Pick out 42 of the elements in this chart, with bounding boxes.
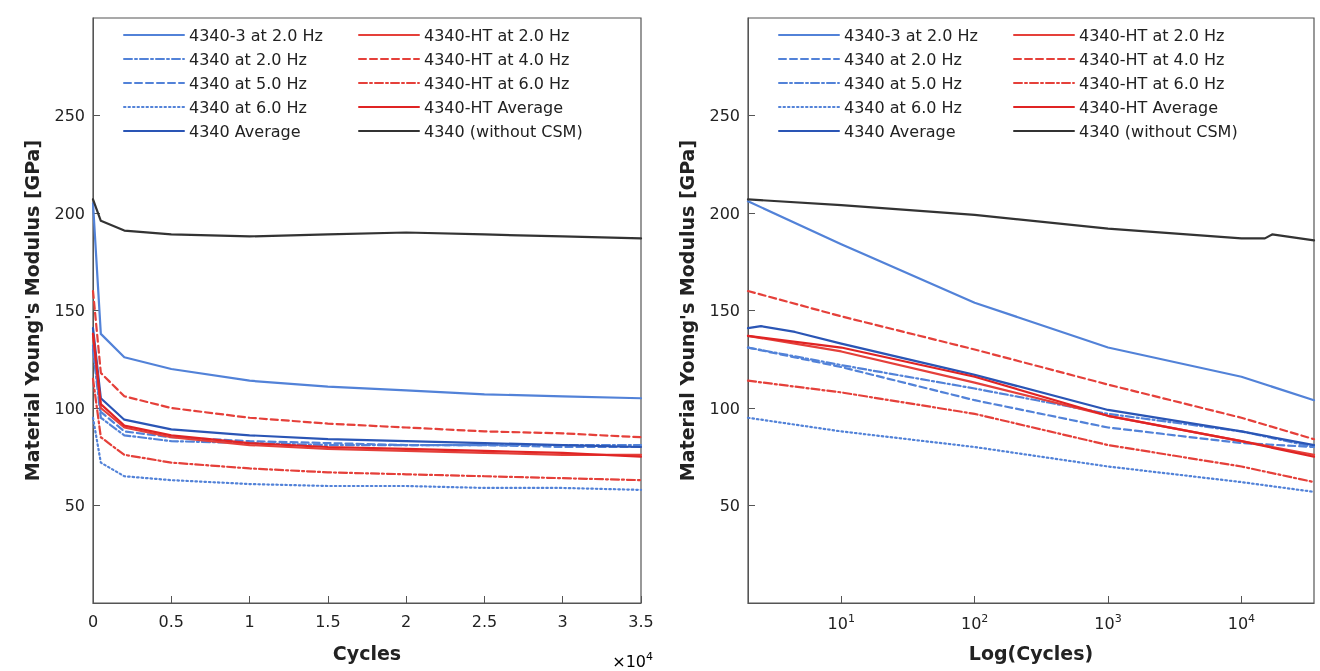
legend-label: 4340 Average [844, 121, 956, 141]
y-tick-label: 100 [54, 398, 85, 418]
legend-label: 4340-HT at 6.0 Hz [1079, 73, 1225, 93]
legend-label: 4340 at 2.0 Hz [844, 49, 962, 69]
y-tick-label: 250 [709, 106, 740, 125]
x-tick-label: 2.5 [471, 611, 498, 631]
legend-label: 4340-HT Average [1079, 97, 1219, 117]
y-tick-label: 200 [709, 203, 740, 223]
y-tick-label: 100 [709, 398, 740, 418]
y-tick-label: 250 [54, 106, 85, 125]
legend-label: 4340 at 2.0 Hz [189, 49, 307, 69]
legend-label: 4340 at 6.0 Hz [189, 97, 307, 117]
x-tick-label: 1.5 [315, 611, 341, 631]
y-tick-label: 50 [64, 496, 85, 515]
x-axis-title: Cycles [332, 641, 402, 664]
legend-label: 4340 Average [189, 121, 301, 141]
y-tick-label: 50 [719, 496, 740, 515]
x-tick-label: 0.5 [158, 611, 185, 631]
y-tick-label: 200 [54, 203, 85, 223]
legend-label: 4340-HT at 2.0 Hz [1079, 25, 1225, 45]
x-tick-label: 2 [401, 611, 412, 631]
legend-label: 4340-HT Average [424, 97, 564, 117]
legend-label: 4340-HT at 4.0 Hz [424, 49, 570, 69]
x-axis-title: Log(Cycles) [968, 641, 1094, 664]
x-tick-label: 0 [87, 611, 99, 631]
legend-label: 4340 at 5.0 Hz [844, 73, 962, 93]
legend-label: 4340-3 at 2.0 Hz [189, 25, 323, 45]
legend-label: 4340-HT at 4.0 Hz [1079, 49, 1225, 69]
y-tick-label: 150 [709, 301, 740, 320]
legend-label: 4340 (without CSM) [1079, 121, 1238, 141]
legend-label: 4340-HT at 6.0 Hz [424, 73, 570, 93]
x-tick-label: 3 [557, 611, 568, 631]
legend-label: 4340 (without CSM) [424, 121, 583, 141]
legend-label: 4340-HT at 2.0 Hz [424, 25, 570, 45]
y-axis-title: Material Young's Modulus [GPa] [675, 139, 698, 482]
legend-label: 4340 at 6.0 Hz [844, 97, 962, 117]
legend-label: 4340 at 5.0 Hz [189, 73, 307, 93]
legend-label: 4340-3 at 2.0 Hz [844, 25, 978, 45]
y-axis-title: Material Young's Modulus [GPa] [20, 139, 43, 482]
x-tick-label: 3.5 [628, 611, 654, 631]
x-tick-label: 1 [244, 611, 255, 631]
y-tick-label: 150 [54, 301, 85, 320]
